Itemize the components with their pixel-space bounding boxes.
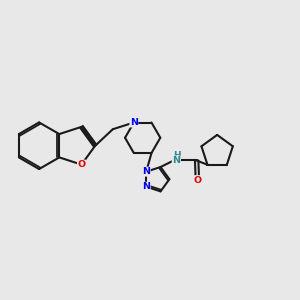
Text: N: N xyxy=(172,156,180,165)
Text: O: O xyxy=(77,160,86,169)
Text: N: N xyxy=(130,118,138,127)
Text: O: O xyxy=(193,176,201,184)
Text: N: N xyxy=(142,182,150,191)
Text: N: N xyxy=(142,167,150,176)
Text: H: H xyxy=(173,151,181,160)
